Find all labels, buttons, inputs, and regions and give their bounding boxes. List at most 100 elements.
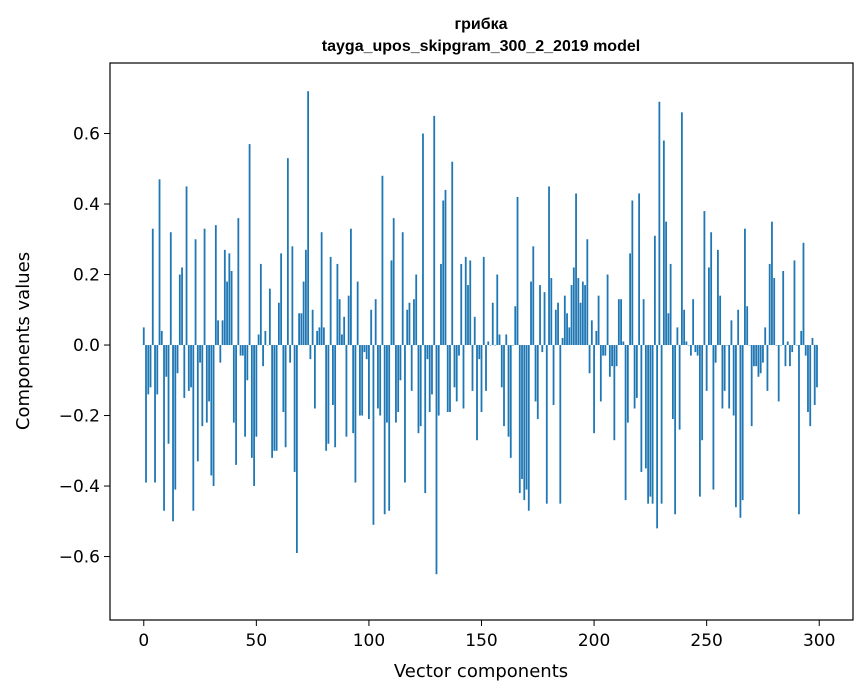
bar	[172, 345, 174, 522]
bar	[597, 295, 600, 346]
bar	[334, 345, 337, 448]
bar	[386, 345, 388, 423]
bar	[505, 334, 508, 346]
chart-subtitle: tayga_upos_skipgram_300_2_2019 model	[322, 38, 640, 55]
bar	[313, 345, 316, 409]
bar	[721, 345, 724, 409]
bar	[521, 345, 523, 479]
bar	[401, 232, 404, 346]
bar	[214, 225, 217, 346]
bar	[577, 278, 580, 346]
bar	[674, 345, 677, 515]
bar	[451, 161, 454, 346]
bar	[471, 345, 474, 391]
bar	[262, 345, 264, 367]
bar	[606, 274, 609, 346]
bar	[708, 267, 710, 346]
bar	[325, 345, 328, 451]
bar	[559, 345, 562, 504]
bar	[185, 186, 188, 346]
bar	[719, 295, 722, 346]
bar	[800, 330, 803, 346]
bar	[300, 313, 303, 346]
bar	[807, 345, 809, 413]
bar	[307, 91, 310, 346]
bar	[665, 221, 668, 346]
bar	[694, 345, 697, 353]
bar	[658, 101, 661, 346]
bar	[413, 299, 415, 346]
bar	[199, 345, 201, 363]
bar	[424, 345, 427, 494]
bar	[365, 345, 368, 360]
bar	[230, 270, 233, 346]
bar	[316, 330, 319, 346]
bar	[766, 345, 769, 391]
bar	[590, 320, 593, 346]
bar	[804, 345, 807, 356]
bar	[586, 239, 589, 346]
bar	[341, 334, 343, 346]
bar	[208, 345, 210, 402]
x-tick-label: 50	[246, 631, 268, 651]
y-tick-label: 0.2	[73, 266, 100, 286]
bar	[757, 345, 760, 377]
bar	[536, 345, 539, 420]
bar	[534, 345, 537, 402]
bar	[730, 320, 733, 346]
y-tick-label: 0.4	[73, 195, 100, 215]
bar	[280, 253, 283, 346]
bar	[345, 345, 348, 437]
y-axis-label: Components values	[13, 252, 34, 430]
y-tick-label: 0.0	[73, 336, 100, 356]
bar	[268, 288, 271, 346]
bar	[482, 256, 485, 346]
bar	[584, 285, 586, 346]
bar	[354, 345, 357, 483]
bar	[816, 345, 818, 388]
bar	[710, 232, 713, 346]
bar	[442, 200, 445, 346]
bar	[532, 246, 535, 346]
bar	[293, 345, 296, 472]
bar	[431, 345, 433, 395]
bar	[485, 345, 487, 391]
bar	[656, 345, 659, 529]
bar	[154, 345, 156, 483]
bar	[370, 309, 373, 346]
bar	[599, 345, 602, 402]
x-tick-label: 250	[690, 631, 722, 651]
bar	[327, 345, 330, 444]
bar	[640, 345, 643, 472]
bar	[332, 345, 334, 405]
bar	[545, 345, 548, 504]
bar	[633, 345, 636, 409]
bar	[257, 334, 260, 346]
bar	[435, 345, 438, 575]
bar	[771, 221, 773, 346]
bar	[187, 345, 190, 391]
bar	[147, 345, 150, 395]
bar	[552, 345, 555, 405]
bar	[156, 345, 159, 395]
bar	[491, 302, 494, 346]
bar	[717, 249, 719, 346]
y-tick-label: −0.6	[59, 548, 100, 568]
bar	[525, 345, 528, 490]
bar	[277, 302, 280, 346]
bar	[460, 263, 463, 346]
bar	[602, 345, 604, 356]
bar	[678, 345, 681, 430]
bar	[426, 345, 429, 360]
bar	[374, 299, 377, 346]
bar	[203, 228, 206, 346]
bar	[462, 345, 465, 409]
bar	[773, 278, 776, 346]
bar	[343, 316, 346, 346]
bar	[192, 345, 195, 511]
bar	[286, 158, 289, 346]
bar	[626, 345, 629, 423]
bar	[284, 345, 287, 448]
bar	[223, 249, 226, 346]
bar	[183, 345, 186, 398]
